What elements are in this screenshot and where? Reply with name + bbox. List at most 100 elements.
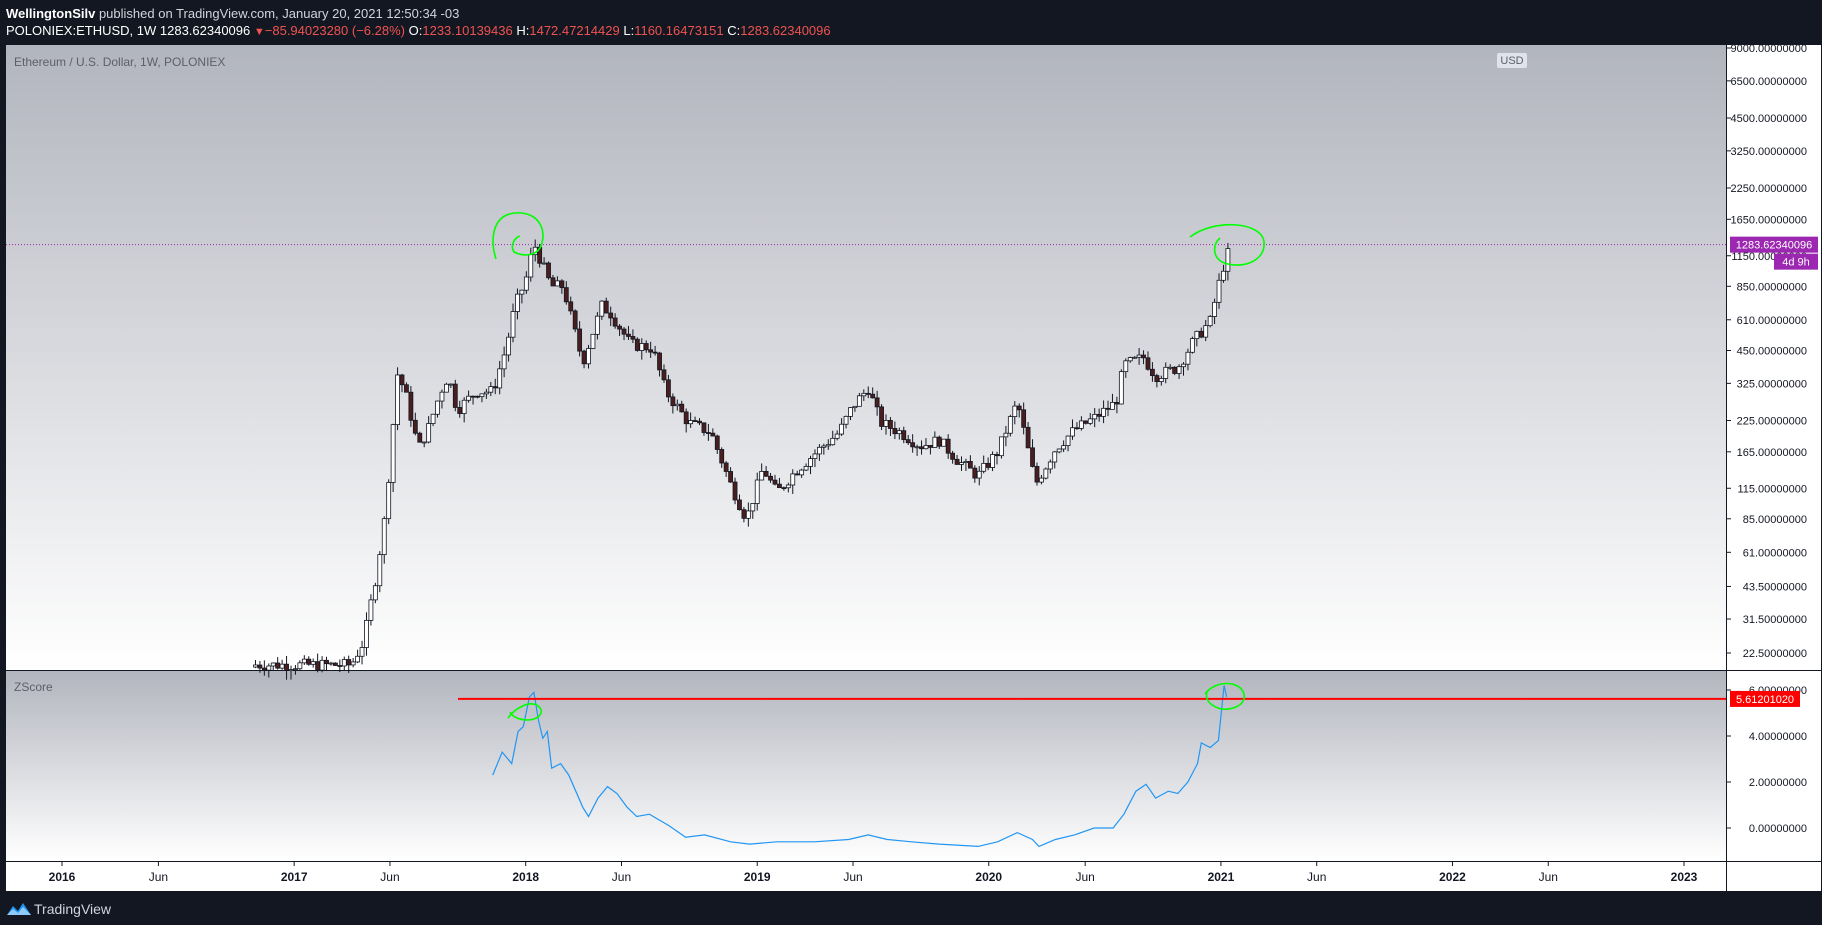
candle-body	[515, 293, 520, 312]
candle-body	[310, 661, 316, 665]
candle	[710, 428, 716, 437]
candle-body	[430, 413, 436, 424]
candle	[421, 441, 427, 448]
candle	[967, 455, 973, 469]
candle-body	[301, 658, 307, 664]
price-tick-label: 850.00000000	[1737, 281, 1807, 293]
highlight-circle-2021-zscore	[1204, 682, 1245, 710]
price-tick-label: 325.00000000	[1737, 378, 1807, 390]
candle-body	[932, 436, 938, 448]
candle-body	[1216, 279, 1222, 303]
candle-body	[701, 422, 707, 433]
candle	[594, 312, 600, 340]
time-scale[interactable]	[6, 862, 1726, 891]
candle-body	[781, 487, 787, 490]
candle-body	[683, 411, 689, 425]
candle-body	[914, 446, 920, 449]
candle-body	[812, 453, 818, 459]
candle-body	[843, 416, 849, 425]
candle-body	[990, 454, 995, 468]
candle	[350, 658, 356, 668]
candle-body	[594, 315, 600, 335]
main-pane-title: Ethereum / U.S. Dollar, 1W, POLONIEX	[14, 55, 225, 69]
price-scale[interactable]	[1727, 45, 1821, 670]
candle-body	[421, 441, 427, 444]
candle	[999, 436, 1004, 459]
candle	[777, 477, 782, 489]
footer-bar: TradingView	[0, 892, 1822, 925]
candle-body	[705, 432, 711, 434]
candle	[1225, 242, 1231, 281]
ohlc-legend: POLONIEX:ETHUSD, 1W 1283.62340096 ▼−85.9…	[6, 23, 831, 40]
candle	[1172, 366, 1178, 376]
close-label: C:	[727, 23, 741, 38]
candle-body	[461, 399, 467, 414]
candle	[701, 422, 707, 436]
candle	[839, 418, 845, 436]
zscore-pane[interactable]	[6, 671, 1726, 861]
candle-body	[1052, 451, 1058, 463]
candle	[444, 382, 449, 393]
main-pane[interactable]	[6, 45, 1726, 670]
price-tick-label: 225.00000000	[1737, 415, 1807, 427]
candle	[315, 653, 321, 673]
tradingview-logo-icon[interactable]	[6, 900, 32, 918]
candle-body	[1016, 405, 1022, 411]
candle-body	[506, 336, 511, 356]
symbol-label[interactable]: POLONIEX:ETHUSD, 1W	[6, 23, 157, 38]
candle-body	[559, 280, 565, 289]
candle-body	[950, 452, 956, 460]
candle-body	[896, 430, 902, 435]
candle	[932, 431, 938, 448]
candle	[728, 467, 733, 483]
candle-body	[483, 391, 489, 395]
candle-body	[888, 420, 893, 429]
candle	[577, 321, 583, 357]
candle-body	[648, 349, 654, 353]
candle-body	[306, 658, 312, 665]
author-name[interactable]: WellingtonSilv	[6, 6, 96, 21]
candle-body	[737, 499, 742, 511]
candle-body	[293, 668, 298, 671]
last-price-label-text: 1283.62340096	[1736, 240, 1812, 252]
candle-body	[475, 395, 480, 398]
candle	[555, 276, 560, 287]
candle-body	[1176, 366, 1182, 374]
candle-body	[1065, 435, 1071, 447]
candle-body	[319, 659, 325, 671]
candle	[1083, 420, 1089, 425]
chart-header: WellingtonSilv published on TradingView.…	[0, 0, 1822, 44]
candle-body	[905, 439, 911, 444]
price-tick-label: 4500.00000000	[1731, 113, 1807, 125]
tradingview-brand[interactable]: TradingView	[34, 901, 112, 917]
candle-body	[617, 325, 622, 330]
candle	[972, 465, 978, 483]
candle-body	[967, 461, 973, 469]
candle-body	[1172, 366, 1178, 374]
candle	[781, 486, 787, 491]
candle	[266, 663, 272, 678]
candle	[1039, 474, 1044, 485]
candle	[372, 582, 378, 604]
candle-body	[714, 435, 720, 450]
candle	[1207, 314, 1213, 328]
currency-badge[interactable]	[1497, 53, 1527, 68]
zscore-tick-label: 0.00000000	[1749, 823, 1807, 835]
candle	[1096, 408, 1102, 422]
candle	[501, 346, 507, 378]
candle	[608, 306, 614, 327]
candle-body	[1043, 468, 1049, 479]
candle	[1181, 362, 1186, 376]
candle-body	[981, 462, 987, 472]
candle-body	[821, 445, 827, 448]
candle	[612, 313, 618, 329]
candle-body	[426, 423, 432, 443]
down-arrow-icon: ▼	[253, 26, 265, 38]
candle-body	[630, 336, 636, 340]
candle	[452, 379, 458, 412]
candle-body	[599, 300, 605, 317]
candle	[1154, 373, 1160, 388]
candle	[1212, 298, 1217, 325]
candle-body	[546, 262, 551, 279]
